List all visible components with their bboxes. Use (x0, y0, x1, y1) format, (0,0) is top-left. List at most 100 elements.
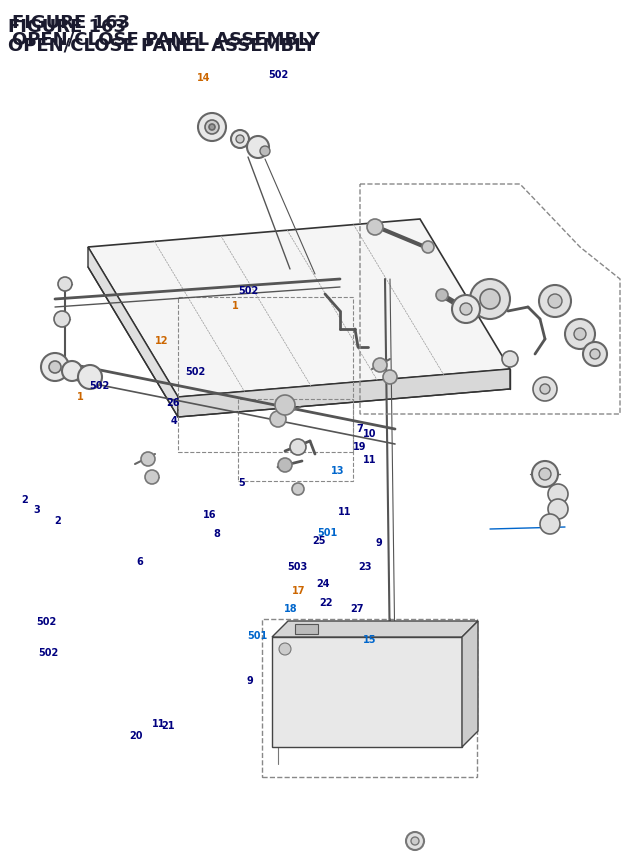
Text: 1: 1 (232, 300, 239, 311)
Circle shape (205, 121, 219, 135)
Circle shape (460, 304, 472, 316)
Text: 11: 11 (152, 718, 166, 728)
Text: 502: 502 (238, 286, 259, 296)
Text: 503: 503 (287, 561, 307, 572)
Text: 26: 26 (166, 398, 180, 408)
Circle shape (290, 439, 306, 455)
Circle shape (539, 286, 571, 318)
Text: 501: 501 (317, 527, 338, 537)
Polygon shape (272, 637, 462, 747)
Text: 14: 14 (196, 72, 211, 83)
Bar (178, 298, 353, 453)
Text: 1: 1 (77, 392, 83, 402)
Circle shape (270, 412, 286, 428)
Circle shape (583, 343, 607, 367)
Text: 501: 501 (247, 630, 268, 641)
Polygon shape (88, 248, 178, 418)
Circle shape (565, 319, 595, 350)
Circle shape (279, 643, 291, 655)
Text: 15: 15 (363, 634, 377, 644)
Polygon shape (272, 622, 478, 637)
Text: 22: 22 (319, 598, 333, 608)
Polygon shape (88, 220, 510, 398)
Text: 3: 3 (33, 505, 40, 515)
Circle shape (367, 220, 383, 236)
Text: 502: 502 (38, 647, 58, 658)
Circle shape (540, 385, 550, 394)
Circle shape (533, 378, 557, 401)
Circle shape (470, 280, 510, 319)
Text: 502: 502 (268, 70, 289, 80)
Text: 502: 502 (36, 616, 56, 627)
Text: 24: 24 (316, 579, 330, 589)
Text: OPEN/CLOSE PANEL ASSEMBLY: OPEN/CLOSE PANEL ASSEMBLY (12, 30, 320, 48)
Text: FIGURE 163: FIGURE 163 (12, 14, 130, 32)
Circle shape (62, 362, 82, 381)
Text: 7: 7 (356, 424, 363, 434)
Circle shape (78, 366, 102, 389)
Circle shape (58, 278, 72, 292)
Text: 21: 21 (161, 720, 175, 730)
Polygon shape (178, 369, 510, 418)
Text: 502: 502 (89, 381, 109, 391)
Circle shape (502, 351, 518, 368)
Text: 23: 23 (358, 561, 372, 572)
Text: 502: 502 (185, 367, 205, 377)
Text: 18: 18 (284, 603, 298, 613)
Circle shape (590, 350, 600, 360)
Bar (262, 619, 477, 777)
Text: 27: 27 (350, 603, 364, 613)
Circle shape (532, 461, 558, 487)
Circle shape (145, 470, 159, 485)
Circle shape (49, 362, 61, 374)
Text: 5: 5 (239, 477, 245, 487)
Text: 19: 19 (353, 441, 367, 451)
Circle shape (411, 837, 419, 845)
Text: 11: 11 (337, 506, 351, 517)
Text: FIGURE 163: FIGURE 163 (8, 18, 126, 36)
Circle shape (480, 289, 500, 310)
Text: 20: 20 (129, 730, 143, 740)
Circle shape (275, 395, 295, 416)
Text: 2: 2 (21, 494, 28, 505)
Circle shape (54, 312, 70, 328)
Text: 2: 2 (54, 515, 61, 525)
Text: 6: 6 (136, 556, 143, 567)
Circle shape (247, 137, 269, 158)
Bar (238, 400, 353, 481)
Polygon shape (462, 622, 478, 747)
Circle shape (292, 483, 304, 495)
Circle shape (209, 125, 215, 131)
Circle shape (436, 289, 448, 301)
Text: OPEN/CLOSE PANEL ASSEMBLY: OPEN/CLOSE PANEL ASSEMBLY (8, 36, 316, 54)
Circle shape (452, 295, 480, 324)
Circle shape (236, 136, 244, 144)
Text: 25: 25 (312, 536, 326, 546)
Circle shape (574, 329, 586, 341)
Text: 13: 13 (331, 465, 345, 475)
Text: 4: 4 (171, 415, 177, 425)
Circle shape (141, 453, 155, 467)
Circle shape (278, 458, 292, 473)
Polygon shape (295, 624, 318, 635)
Circle shape (548, 499, 568, 519)
Text: 9: 9 (376, 537, 382, 548)
Text: 9: 9 (246, 675, 253, 685)
Circle shape (41, 354, 69, 381)
Circle shape (198, 114, 226, 142)
Text: 11: 11 (363, 455, 377, 465)
Circle shape (422, 242, 434, 254)
Circle shape (406, 832, 424, 850)
Circle shape (383, 370, 397, 385)
Text: 8: 8 (213, 529, 220, 539)
Text: 16: 16 (203, 510, 217, 520)
Circle shape (539, 468, 551, 480)
Circle shape (548, 294, 562, 308)
Text: 17: 17 (291, 585, 305, 596)
Circle shape (231, 131, 249, 149)
Text: 12: 12 (154, 336, 168, 346)
Circle shape (540, 514, 560, 535)
Circle shape (548, 485, 568, 505)
Text: 10: 10 (363, 429, 377, 439)
Circle shape (260, 147, 270, 157)
